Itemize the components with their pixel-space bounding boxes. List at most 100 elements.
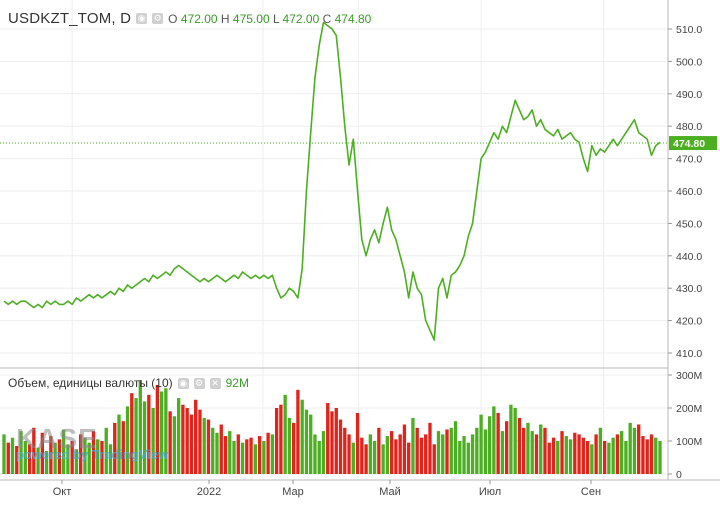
volume-bar [470, 434, 475, 474]
volume-bar [483, 429, 488, 474]
price-series [0, 21, 668, 341]
volume-bar [577, 434, 581, 474]
volume-bar [360, 437, 364, 474]
volume-bar [581, 437, 585, 474]
volume-bar [313, 434, 317, 474]
volume-bar [309, 414, 313, 474]
volume-bar [6, 442, 10, 474]
volume-bar [91, 431, 96, 474]
volume-bar [266, 432, 270, 474]
volume-bar [10, 437, 15, 474]
volume-bar [355, 412, 360, 474]
price-tick-label: 500.0 [676, 56, 702, 68]
volume-bar [522, 427, 526, 474]
powered-by-tradingview: powered by TradingView [16, 447, 169, 462]
volume-bar [232, 441, 236, 474]
close-value: 474.80 [334, 11, 372, 26]
volume-bar [394, 439, 398, 474]
volume-bar [504, 421, 509, 474]
volume-bar [585, 441, 590, 474]
time-tick-label: Сен [581, 486, 601, 498]
volume-bar [198, 409, 202, 474]
volume-bar [223, 436, 228, 474]
price-line [3, 21, 661, 341]
gear-icon[interactable]: ⚙ [193, 377, 205, 389]
volume-bar [449, 427, 453, 474]
volume-bar [441, 434, 445, 474]
volume-bar [300, 399, 304, 474]
volume-bar [83, 437, 87, 474]
volume-bar [624, 441, 628, 474]
volume-bar [479, 414, 483, 474]
volume-bar [590, 444, 594, 474]
last-price-label: 474.80 [673, 138, 705, 150]
price-tick-label: 440.0 [676, 251, 702, 263]
volume-bar [539, 424, 543, 474]
volume-bar [121, 421, 125, 474]
volume-bar [615, 434, 620, 474]
ohlc-readout: O 472.00 H 475.00 L 472.00 C 474.80 [168, 12, 371, 26]
volume-bar [338, 419, 343, 474]
volume-bar [202, 417, 206, 474]
price-tick-label: 510.0 [676, 24, 702, 36]
low-label: L [272, 11, 280, 26]
volume-bar [637, 424, 641, 474]
eye-icon[interactable]: ◉ [177, 377, 189, 389]
volume-bar [326, 403, 330, 474]
volume-tick-label: 300M [676, 370, 702, 382]
close-icon[interactable]: ✕ [209, 377, 221, 389]
volume-bar [487, 416, 492, 474]
volume-bar [228, 431, 232, 474]
volume-title[interactable]: Объем, единицы валюты (10) [8, 376, 173, 390]
volume-bar [347, 434, 351, 474]
open-label: O [168, 11, 178, 26]
volume-bar [61, 429, 66, 474]
time-tick-label: Окт [53, 486, 72, 498]
volume-bar [49, 436, 53, 474]
volume-bar [44, 450, 49, 474]
volume-bar [620, 431, 624, 474]
volume-bar [568, 439, 573, 474]
volume-bar [164, 388, 168, 474]
volume-bar [343, 427, 347, 474]
price-tick-label: 470.0 [676, 154, 702, 166]
volume-bar [151, 408, 155, 474]
volume-bar [462, 436, 466, 474]
volume-bar [253, 444, 257, 474]
time-tick-label: Мар [282, 486, 304, 498]
volume-bar [296, 389, 300, 474]
volume-bar [513, 408, 517, 474]
volume-bar [415, 427, 419, 474]
volume-bar [181, 404, 185, 474]
volume-bar [598, 427, 603, 474]
volume-bar [641, 436, 645, 474]
volume-bar [215, 432, 219, 474]
volume-bar [292, 422, 296, 474]
volume-bar [424, 434, 428, 474]
volume-bar [176, 398, 181, 474]
volume-bar [189, 414, 194, 474]
volume-bar [372, 441, 377, 474]
volume-bar [270, 434, 275, 474]
price-tick-label: 430.0 [676, 283, 702, 295]
volume-bar [602, 441, 607, 474]
volume-bar [23, 441, 27, 474]
volume-bar [206, 419, 211, 474]
volume-bar [658, 441, 662, 474]
volume-bar [130, 393, 134, 474]
volume-bar [304, 409, 309, 474]
price-tick-label: 410.0 [676, 348, 702, 360]
high-value: 475.00 [232, 11, 270, 26]
volume-bar [147, 394, 151, 474]
volume-bar [36, 447, 40, 474]
gear-icon[interactable]: ⚙ [152, 13, 164, 24]
volume-bar [104, 427, 108, 474]
volume-bar [364, 444, 368, 474]
volume-bar [411, 417, 415, 474]
volume-tick-label: 100M [676, 436, 702, 448]
price-tick-label: 450.0 [676, 218, 702, 230]
volume-bar [219, 424, 223, 474]
symbol-title[interactable]: USDKZT_TOM, D [8, 10, 132, 27]
volume-bar [611, 437, 615, 474]
eye-icon[interactable]: ◉ [136, 13, 148, 24]
